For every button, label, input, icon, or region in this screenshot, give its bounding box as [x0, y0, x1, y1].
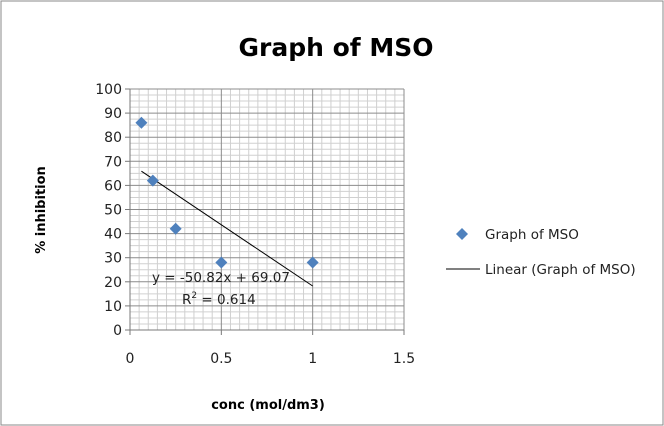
y-tick-label: 40	[104, 227, 122, 243]
y-tick-label: 100	[95, 82, 122, 98]
r-squared-label: R2 = 0.614	[182, 291, 256, 308]
y-axis-label: % inhibition	[34, 166, 49, 254]
x-tick-label: 0	[126, 351, 135, 367]
x-tick-label: 1.5	[393, 351, 415, 367]
y-tick-label: 80	[104, 130, 122, 146]
r-squared-superscript: 2	[191, 291, 197, 301]
x-tick-label: 1	[308, 351, 317, 367]
plot-area: 0 0.5 1 1.5 0 10 20 30 40 50 60 70 80 90 100	[95, 82, 415, 367]
minor-gridlines	[130, 89, 404, 330]
legend: Graph of MSO Linear (Graph of MSO)	[446, 227, 636, 278]
y-tick-label: 20	[104, 275, 122, 291]
y-tick-labels: 0 10 20 30 40 50 60 70 80 90 100	[95, 82, 122, 339]
data-point	[146, 174, 159, 187]
x-tick-label: 0.5	[210, 351, 232, 367]
x-tick-labels: 0 0.5 1 1.5	[126, 351, 416, 367]
data-point	[135, 116, 148, 129]
y-tick-label: 10	[104, 299, 122, 315]
r-squared-value: = 0.614	[197, 292, 256, 308]
data-point	[306, 256, 319, 269]
chart-title: Graph of MSO	[238, 33, 433, 62]
trendline-line	[141, 170, 313, 287]
y-tick-label: 30	[104, 251, 122, 267]
legend-label-trendline: Linear (Graph of MSO)	[485, 262, 636, 278]
x-axis-label: conc (mol/dm3)	[211, 398, 325, 413]
y-tick-label: 0	[113, 323, 122, 339]
y-tick-label: 90	[104, 106, 122, 122]
trendline-equation: y = -50.82x + 69.07	[152, 270, 290, 286]
data-points	[135, 116, 319, 269]
legend-marker-diamond	[456, 228, 468, 240]
y-tick-label: 60	[104, 178, 122, 194]
axes	[125, 88, 405, 335]
r-squared-letter: R	[182, 292, 191, 308]
y-tick-label: 50	[104, 203, 122, 219]
data-point	[215, 256, 228, 269]
data-point	[169, 222, 182, 235]
trendline	[141, 170, 313, 287]
legend-label-series: Graph of MSO	[485, 227, 579, 243]
y-tick-label: 70	[104, 154, 122, 170]
